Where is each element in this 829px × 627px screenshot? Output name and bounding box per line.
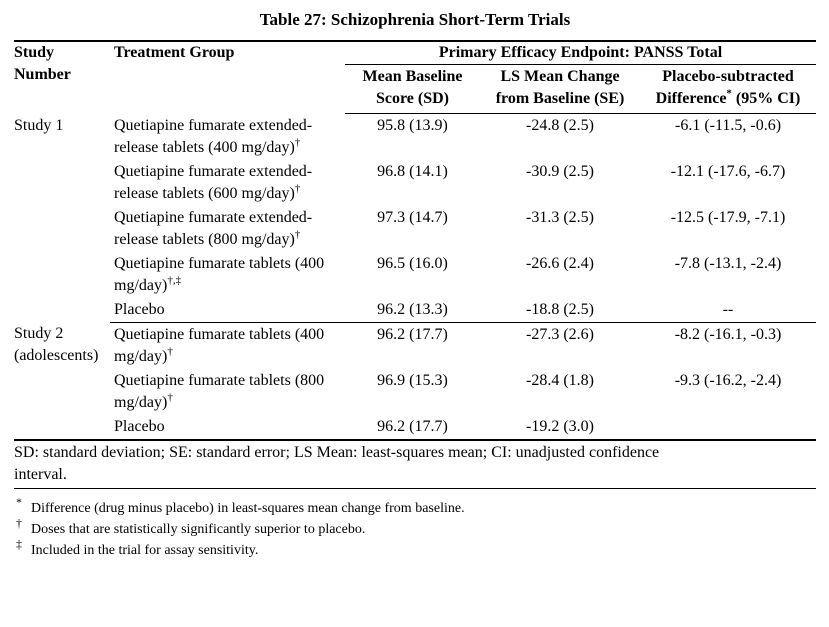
- header-row-group: Study Number Treatment Group Primary Eff…: [14, 40, 817, 114]
- treatment-group-cell: Quetiapine fumarate extended-release tab…: [114, 162, 313, 202]
- abbrev-line-1: SD: standard deviation; SE: standard err…: [14, 443, 660, 461]
- difference-label-part: (95% CI): [731, 90, 801, 107]
- table-title: Table 27: Schizophrenia Short-Term Trial…: [259, 10, 571, 29]
- baseline-score-cell: 97.3 (14.7): [377, 208, 448, 226]
- document-page: Table 27: Schizophrenia Short-Term Trial…: [14, 10, 817, 561]
- footnote-text: Difference (drug minus placebo) in least…: [31, 500, 465, 516]
- footnote-symbol: †: [16, 515, 22, 530]
- footnote-symbol: ‡: [16, 536, 22, 551]
- footnote: † Doses that are statistically significan…: [16, 515, 816, 540]
- abbreviations-row: SD: standard deviation; SE: standard err…: [14, 438, 817, 489]
- study-number-cell: Study 2 (adolescents): [14, 325, 99, 364]
- col-header-endpoint-group: Primary Efficacy Endpoint: PANSS Total: [345, 40, 817, 65]
- table-row: Study 1 Quetiapine fumarate extended-rele…: [14, 114, 816, 160]
- col-header-baseline: Mean Baseline Score (SD): [345, 64, 480, 114]
- treatment-group-cell: Quetiapine fumarate extended-release tab…: [114, 116, 313, 156]
- schizophrenia-trials-table: Study Number Treatment Group Primary Eff…: [14, 40, 817, 489]
- abbreviations-text: SD: standard deviation; SE: standard err…: [14, 438, 817, 489]
- treatment-group-cell: Quetiapine fumarate tablets (400 mg/day)…: [110, 321, 345, 369]
- col-header-treatment-group: Treatment Group: [110, 40, 345, 114]
- asterisk-superscript: *: [726, 87, 732, 100]
- col-header-ls-mean-change: LS Mean Change from Baseline (SE): [480, 64, 640, 114]
- treatment-group-cell: Quetiapine fumarate extended-release tab…: [114, 208, 313, 248]
- baseline-score-cell: 96.2 (17.7): [377, 417, 448, 435]
- ls-mean-change-cell: -31.3 (2.5): [526, 208, 594, 226]
- ls-mean-change-cell: -30.9 (2.5): [526, 162, 594, 180]
- ls-mean-change-cell: -26.6 (2.4): [526, 254, 594, 272]
- ls-mean-change-cell: -19.2 (3.0): [526, 417, 594, 435]
- header-row-sub: Mean Baseline Score (SD) LS Mean Change …: [14, 64, 817, 114]
- treatment-group-cell: Quetiapine fumarate tablets (400 mg/day)…: [114, 254, 325, 294]
- baseline-score-cell: 96.2 (17.7): [345, 321, 480, 369]
- placebo-subtracted-cell: -12.5 (-17.9, -7.1): [670, 208, 786, 226]
- ls-mean-change-cell: -28.4 (1.8): [526, 371, 594, 389]
- treatment-group-cell: Placebo: [114, 300, 165, 318]
- footnote-symbol: *: [16, 494, 22, 509]
- placebo-subtracted-cell: -12.1 (-17.6, -6.7): [670, 162, 786, 180]
- table-row: Study 2 (adolescents) Quetiapine fumarate…: [14, 321, 817, 369]
- difference-label-part: Placebo-subtracted Difference: [655, 68, 794, 107]
- footnote: ‡ Included in the trial for assay sensiti…: [16, 536, 816, 561]
- treatment-group-cell: Quetiapine fumarate tablets (800 mg/day)…: [114, 371, 325, 411]
- ls-mean-change-cell: -24.8 (2.5): [526, 117, 594, 134]
- placebo-subtracted-cell: -9.3 (-16.2, -2.4): [674, 371, 782, 389]
- placebo-subtracted-cell: --: [722, 300, 734, 318]
- dagger-superscript: †,‡: [167, 274, 182, 287]
- placebo-subtracted-cell: -8.2 (-16.1, -0.3): [640, 321, 817, 369]
- baseline-score-cell: 95.8 (13.9): [377, 117, 448, 134]
- dagger-superscript: †: [294, 182, 301, 195]
- treatment-group-cell: Placebo: [114, 417, 165, 435]
- table-row: Quetiapine fumarate tablets (400 mg/day)…: [14, 252, 816, 298]
- footnote: * Difference (drug minus placebo) in leas…: [16, 494, 816, 519]
- table-row: Placebo 96.2 (13.3) -18.8 (2.5) --: [14, 298, 816, 323]
- dagger-superscript: †: [167, 345, 173, 358]
- table-row: Quetiapine fumarate extended-release tab…: [14, 206, 816, 252]
- table-row: Placebo 96.2 (17.7) -19.2 (3.0): [14, 415, 816, 440]
- baseline-score-cell: 96.8 (14.1): [377, 162, 448, 180]
- col-header-study-number: Study Number: [14, 40, 110, 114]
- placebo-subtracted-cell: -7.8 (-13.1, -2.4): [674, 254, 782, 272]
- ls-mean-change-cell: -18.8 (2.5): [526, 300, 594, 318]
- footnote-text: Doses that are statistically significant…: [31, 521, 366, 537]
- baseline-score-cell: 96.5 (16.0): [377, 254, 448, 272]
- baseline-score-cell: 96.9 (15.3): [377, 371, 448, 389]
- study-number-cell: Study 1: [14, 116, 64, 134]
- dagger-superscript: †: [294, 228, 301, 241]
- abbrev-line-2: interval.: [14, 465, 67, 483]
- ls-mean-change-cell: -27.3 (2.6): [480, 321, 640, 369]
- baseline-score-cell: 96.2 (13.3): [377, 300, 448, 318]
- placebo-subtracted-cell: -6.1 (-11.5, -0.6): [674, 117, 782, 134]
- table-row: Quetiapine fumarate extended-release tab…: [14, 160, 816, 206]
- table-row: Quetiapine fumarate tablets (800 mg/day)…: [14, 369, 816, 415]
- footnotes: * Difference (drug minus placebo) in leas…: [14, 489, 816, 561]
- dagger-superscript: †: [167, 391, 173, 404]
- col-header-placebo-subtracted: Placebo-subtracted Difference* (95% CI): [640, 64, 817, 114]
- placebo-subtracted-cell: [640, 415, 816, 440]
- footnote-text: Included in the trial for assay sensitiv…: [31, 542, 259, 558]
- dagger-superscript: †: [294, 136, 301, 149]
